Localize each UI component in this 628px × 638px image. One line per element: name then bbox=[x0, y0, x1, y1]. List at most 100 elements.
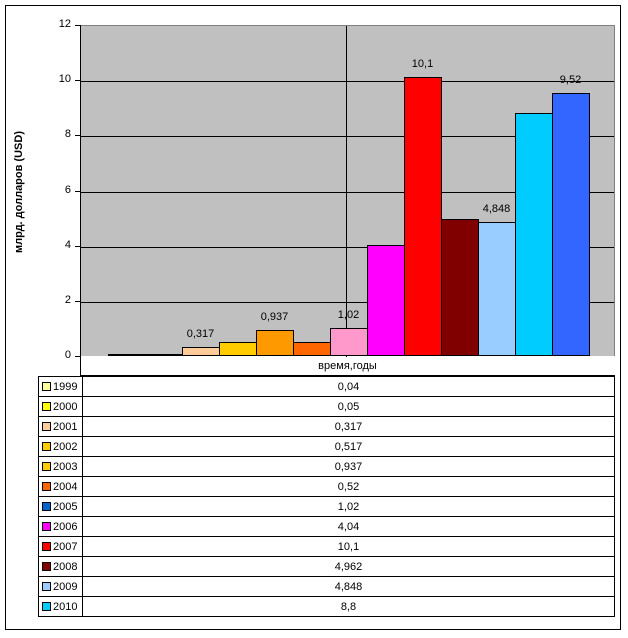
data-label: 0,937 bbox=[260, 311, 289, 324]
table-row: 2009 4,848 bbox=[38, 576, 615, 597]
legend-year: 2002 bbox=[53, 440, 78, 453]
legend-key: 2000 bbox=[38, 396, 83, 417]
table-value: 0,517 bbox=[82, 436, 615, 457]
legend-year: 2007 bbox=[53, 540, 78, 553]
table-value: 4,04 bbox=[82, 516, 615, 537]
legend-swatch-icon bbox=[42, 421, 51, 431]
table-row: 2008 4,962 bbox=[38, 556, 615, 577]
legend-year: 2003 bbox=[53, 460, 78, 473]
legend-year: 2005 bbox=[53, 500, 78, 513]
table-row: 2000 0,05 bbox=[38, 396, 615, 417]
legend-swatch-icon bbox=[42, 501, 51, 511]
table-value: 0,05 bbox=[82, 396, 615, 417]
legend-key: 2007 bbox=[38, 536, 83, 557]
legend-key: 2008 bbox=[38, 556, 83, 577]
legend-key: 2009 bbox=[38, 576, 83, 597]
table-value: 0,937 bbox=[82, 456, 615, 477]
table-row: 2007 10,1 bbox=[38, 536, 615, 557]
legend-key: 2006 bbox=[38, 516, 83, 537]
legend-swatch-icon bbox=[42, 541, 51, 551]
legend-key: 1999 bbox=[38, 376, 83, 397]
table-value: 1,02 bbox=[82, 496, 615, 517]
bar-2005 bbox=[330, 327, 368, 356]
x-axis-title: время,годы bbox=[80, 356, 615, 376]
y-tick-label: 6 bbox=[64, 183, 71, 196]
table-value: 4,848 bbox=[82, 576, 615, 597]
table-value: 10,1 bbox=[82, 536, 615, 557]
legend-year: 2008 bbox=[53, 560, 78, 573]
y-tick-label: 12 bbox=[58, 18, 71, 30]
y-tick bbox=[75, 245, 80, 247]
bar-2001 bbox=[182, 347, 220, 356]
y-tick bbox=[75, 135, 80, 137]
legend-swatch-icon bbox=[42, 401, 51, 411]
legend-year: 2010 bbox=[53, 600, 78, 613]
legend-swatch-icon bbox=[42, 581, 51, 591]
table-value: 4,962 bbox=[82, 556, 615, 577]
legend-key: 2005 bbox=[38, 496, 83, 517]
legend-year: 2004 bbox=[53, 480, 78, 493]
y-tick bbox=[75, 190, 80, 192]
table-row: 2003 0,937 bbox=[38, 456, 615, 477]
table-row: 2004 0,52 bbox=[38, 476, 615, 497]
bar-2007 bbox=[404, 77, 442, 356]
bar-2003 bbox=[256, 330, 294, 356]
legend-swatch-icon bbox=[42, 441, 51, 451]
gridline bbox=[80, 301, 614, 303]
bar-2002 bbox=[219, 341, 257, 356]
gridline bbox=[80, 246, 614, 248]
y-tick-label: 0 bbox=[64, 349, 71, 361]
legend-swatch-icon bbox=[42, 481, 51, 491]
y-tick-label: 2 bbox=[64, 293, 71, 306]
gridline bbox=[80, 136, 614, 138]
data-label: 0,317 bbox=[186, 328, 215, 341]
legend-key: 2002 bbox=[38, 436, 83, 457]
legend-swatch-icon bbox=[42, 381, 51, 391]
bar-2004 bbox=[293, 341, 331, 356]
legend-year: 1999 bbox=[53, 380, 78, 393]
bar-unlabeled bbox=[552, 93, 590, 356]
gridline bbox=[80, 191, 614, 193]
table-row: 1999 0,04 bbox=[38, 376, 615, 397]
legend-swatch-icon bbox=[42, 461, 51, 471]
legend-year: 2009 bbox=[53, 580, 78, 593]
data-label: 4,848 bbox=[482, 203, 511, 216]
table-row: 2010 8,8 bbox=[38, 596, 615, 617]
legend-year: 2000 bbox=[53, 400, 78, 413]
legend-swatch-icon bbox=[42, 601, 51, 611]
legend-swatch-icon bbox=[42, 521, 51, 531]
table-row: 2006 4,04 bbox=[38, 516, 615, 537]
table-value: 0,317 bbox=[82, 416, 615, 437]
data-table: 1999 0,04 2000 0,05 2001 0,317 2002 0,517 2003 0,… bbox=[38, 376, 615, 617]
y-tick bbox=[75, 25, 80, 26]
table-row: 2005 1,02 bbox=[38, 496, 615, 517]
bar-2010 bbox=[515, 113, 553, 356]
table-row: 2002 0,517 bbox=[38, 436, 615, 457]
data-label: 9,52 bbox=[559, 74, 582, 87]
bar-2006 bbox=[367, 244, 405, 356]
data-label: 10,1 bbox=[411, 58, 434, 71]
y-tick bbox=[75, 300, 80, 302]
table-value: 0,04 bbox=[82, 376, 615, 397]
y-tick-label: 4 bbox=[64, 238, 71, 251]
legend-swatch-icon bbox=[42, 561, 51, 571]
legend-key: 2001 bbox=[38, 416, 83, 437]
bar-2009 bbox=[478, 222, 516, 356]
y-tick bbox=[75, 80, 80, 82]
legend-key: 2003 bbox=[38, 456, 83, 477]
data-label: 1,02 bbox=[337, 308, 360, 321]
table-value: 8,8 bbox=[82, 596, 615, 617]
table-row: 2001 0,317 bbox=[38, 416, 615, 437]
y-axis-title: млрд. долларов (USD) bbox=[13, 131, 25, 253]
legend-year: 2001 bbox=[53, 420, 78, 433]
gridline bbox=[80, 81, 614, 83]
y-tick-label: 8 bbox=[64, 128, 71, 141]
y-axis-line bbox=[80, 25, 81, 376]
y-tick bbox=[75, 356, 80, 357]
legend-key: 2010 bbox=[38, 596, 83, 617]
bar-2008 bbox=[441, 219, 479, 356]
table-value: 0,52 bbox=[82, 476, 615, 497]
legend-key: 2004 bbox=[38, 476, 83, 497]
legend-year: 2006 bbox=[53, 520, 78, 533]
y-tick-label: 10 bbox=[58, 73, 71, 86]
